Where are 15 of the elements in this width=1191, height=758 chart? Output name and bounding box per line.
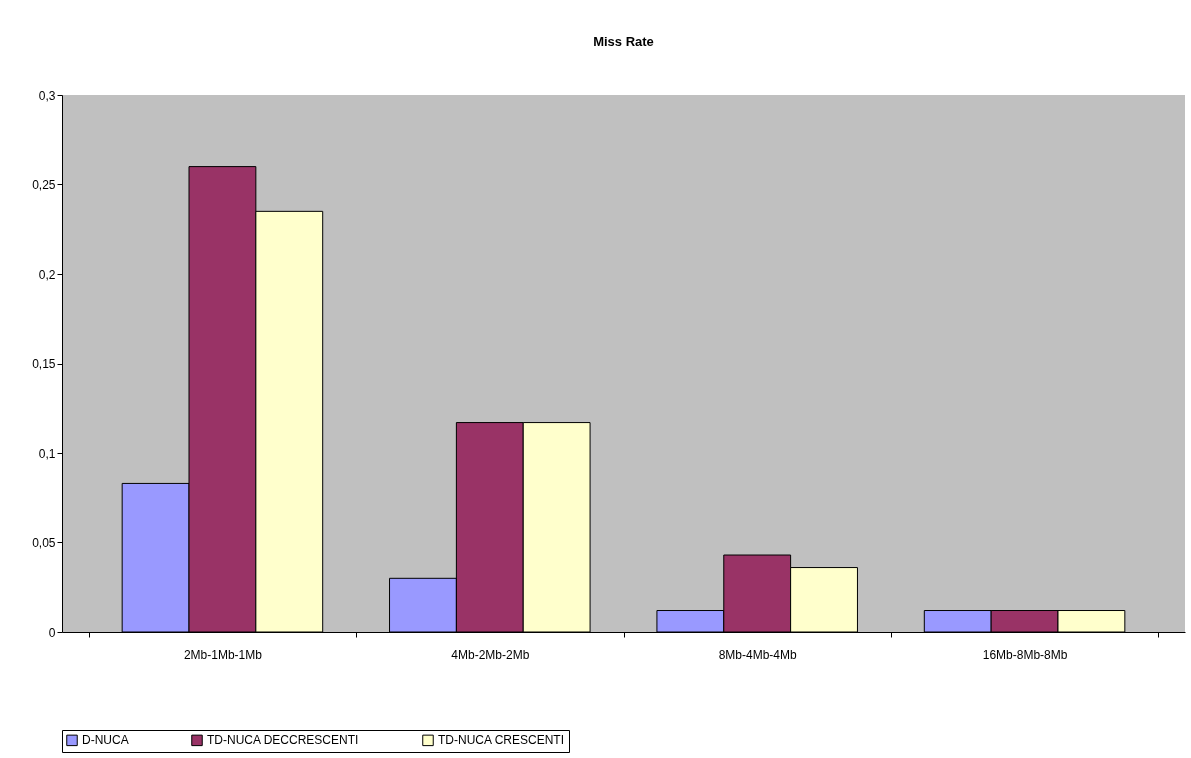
y-tick-label: 0,25 [32,178,56,192]
y-tick-label: 0,2 [38,267,56,282]
y-tick-label: 0,05 [32,536,56,550]
y-tick-label: 0,3 [38,88,56,103]
legend-label: TD-NUCA DECCRESCENTI [207,733,359,748]
x-tick-label: 8Mb-4Mb-4Mb [718,647,798,662]
y-tick-label: 0,1 [38,446,56,461]
x-tick-label: 2Mb-1Mb-1Mb [183,647,263,662]
y-tick-label: 0,15 [32,357,56,371]
chart-title: Miss Rate [593,34,654,49]
x-tick-label: 4Mb-2Mb-2Mb [451,647,530,662]
y-tick-label: 0 [48,625,56,640]
legend-label: TD-NUCA CRESCENTI [438,733,565,748]
legend-label: D-NUCA [82,733,129,748]
x-tick-label: 16Mb-8Mb-8Mb [982,647,1068,662]
